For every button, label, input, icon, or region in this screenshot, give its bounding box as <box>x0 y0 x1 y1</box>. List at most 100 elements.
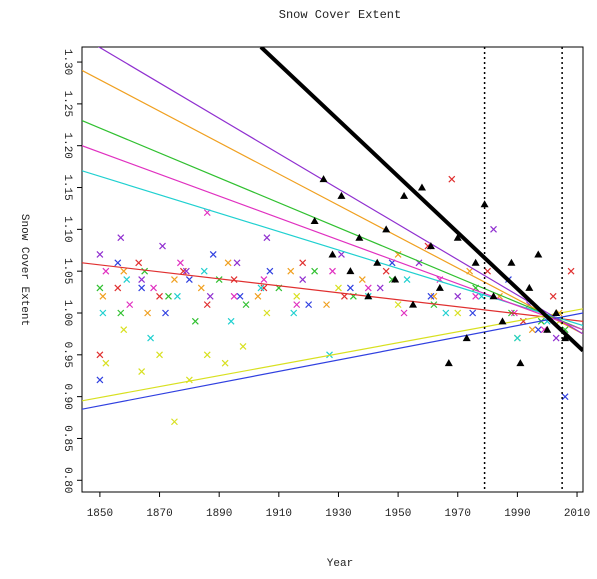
observed-point <box>489 292 498 300</box>
observed-point <box>346 267 355 275</box>
cross-point <box>472 292 480 300</box>
cross-point <box>549 292 557 300</box>
cross-point <box>382 267 390 275</box>
cross-point <box>293 301 301 309</box>
cross-point <box>254 292 262 300</box>
cross-point <box>293 292 301 300</box>
cross-point <box>534 326 542 334</box>
cross-point <box>454 309 462 317</box>
cross-point <box>221 359 229 367</box>
cross-point <box>305 301 313 309</box>
cross-point <box>233 259 241 267</box>
cross-point <box>171 276 178 283</box>
cross-point <box>400 309 408 317</box>
cross-point <box>561 393 569 401</box>
cross-point <box>260 276 268 283</box>
cross-point <box>96 376 104 384</box>
x-tick-label: 1850 <box>87 508 113 520</box>
cross-point <box>227 317 235 325</box>
cross-point <box>209 251 217 258</box>
cross-point <box>263 309 271 317</box>
y-axis-label: Snow Cover Extent <box>18 214 30 326</box>
cross-point <box>567 267 575 275</box>
trend-line <box>82 69 583 335</box>
cross-point <box>454 292 462 300</box>
x-axis-label: Year <box>327 558 353 570</box>
observed-point <box>364 292 373 300</box>
cross-point <box>123 276 131 283</box>
plot-area <box>82 47 583 492</box>
y-tick-label: 0.95 <box>61 342 73 368</box>
observed-point <box>552 308 561 316</box>
x-tick-label: 1950 <box>385 508 411 520</box>
cross-point <box>96 251 104 258</box>
cross-point <box>224 259 232 267</box>
cross-point <box>174 292 181 300</box>
x-tick-label: 1970 <box>445 508 471 520</box>
cross-point <box>99 292 107 300</box>
cross-point <box>99 309 107 317</box>
cross-point <box>96 284 104 292</box>
cross-point <box>156 351 163 359</box>
y-tick-label: 1.25 <box>61 91 73 117</box>
cross-point <box>200 267 208 275</box>
cross-point <box>448 175 456 183</box>
observed-point <box>426 242 435 250</box>
cross-point <box>117 309 125 317</box>
cross-point <box>215 276 223 283</box>
observed-point <box>444 359 453 367</box>
y-tick-label: 0.85 <box>61 425 73 451</box>
x-tick-label: 1990 <box>504 508 530 520</box>
y-tick-label: 1.05 <box>61 258 73 284</box>
y-tick-label: 1.30 <box>61 49 73 75</box>
cross-point <box>490 225 497 233</box>
cross-point <box>329 267 336 275</box>
y-tick-label: 1.10 <box>61 216 73 242</box>
x-tick-label: 1930 <box>325 508 351 520</box>
cross-point <box>171 418 178 426</box>
cross-point <box>185 276 193 283</box>
observed-point <box>507 258 516 266</box>
observed-point <box>319 175 328 183</box>
trend-line <box>82 308 583 402</box>
cross-point <box>176 259 184 267</box>
cross-point <box>430 301 438 309</box>
cross-point <box>230 292 238 300</box>
cross-point <box>236 292 244 300</box>
chart-title: Snow Cover Extent <box>279 8 401 22</box>
cross-point <box>311 267 319 275</box>
cross-point <box>117 234 125 242</box>
observed-point <box>543 325 552 333</box>
cross-point <box>206 292 214 300</box>
cross-point <box>135 259 143 267</box>
cross-point <box>469 309 477 317</box>
observed-point <box>462 334 471 342</box>
cross-point <box>138 284 146 292</box>
cross-point <box>126 301 134 309</box>
cross-point <box>102 359 110 367</box>
cross-point <box>162 309 169 317</box>
observed-point <box>525 283 534 291</box>
x-tick-label: 1890 <box>206 508 232 520</box>
cross-point <box>197 284 205 292</box>
cross-point <box>191 317 199 325</box>
trend-line <box>82 262 583 322</box>
observed-point <box>310 216 319 224</box>
cross-point <box>299 276 307 283</box>
observed-point <box>382 225 391 233</box>
cross-point <box>266 267 274 275</box>
cross-point <box>323 301 330 309</box>
plot-frame <box>81 46 584 493</box>
cross-point <box>552 334 560 342</box>
cross-point <box>179 267 187 275</box>
cross-point <box>150 284 157 292</box>
observed-point <box>435 283 444 291</box>
cross-point <box>263 234 271 242</box>
y-tick-label: 1.15 <box>61 174 73 200</box>
cross-point <box>141 267 149 275</box>
cross-point <box>120 267 128 275</box>
y-tick-label: 0.90 <box>61 383 73 409</box>
observed-point <box>498 317 507 325</box>
cross-point <box>203 301 211 309</box>
